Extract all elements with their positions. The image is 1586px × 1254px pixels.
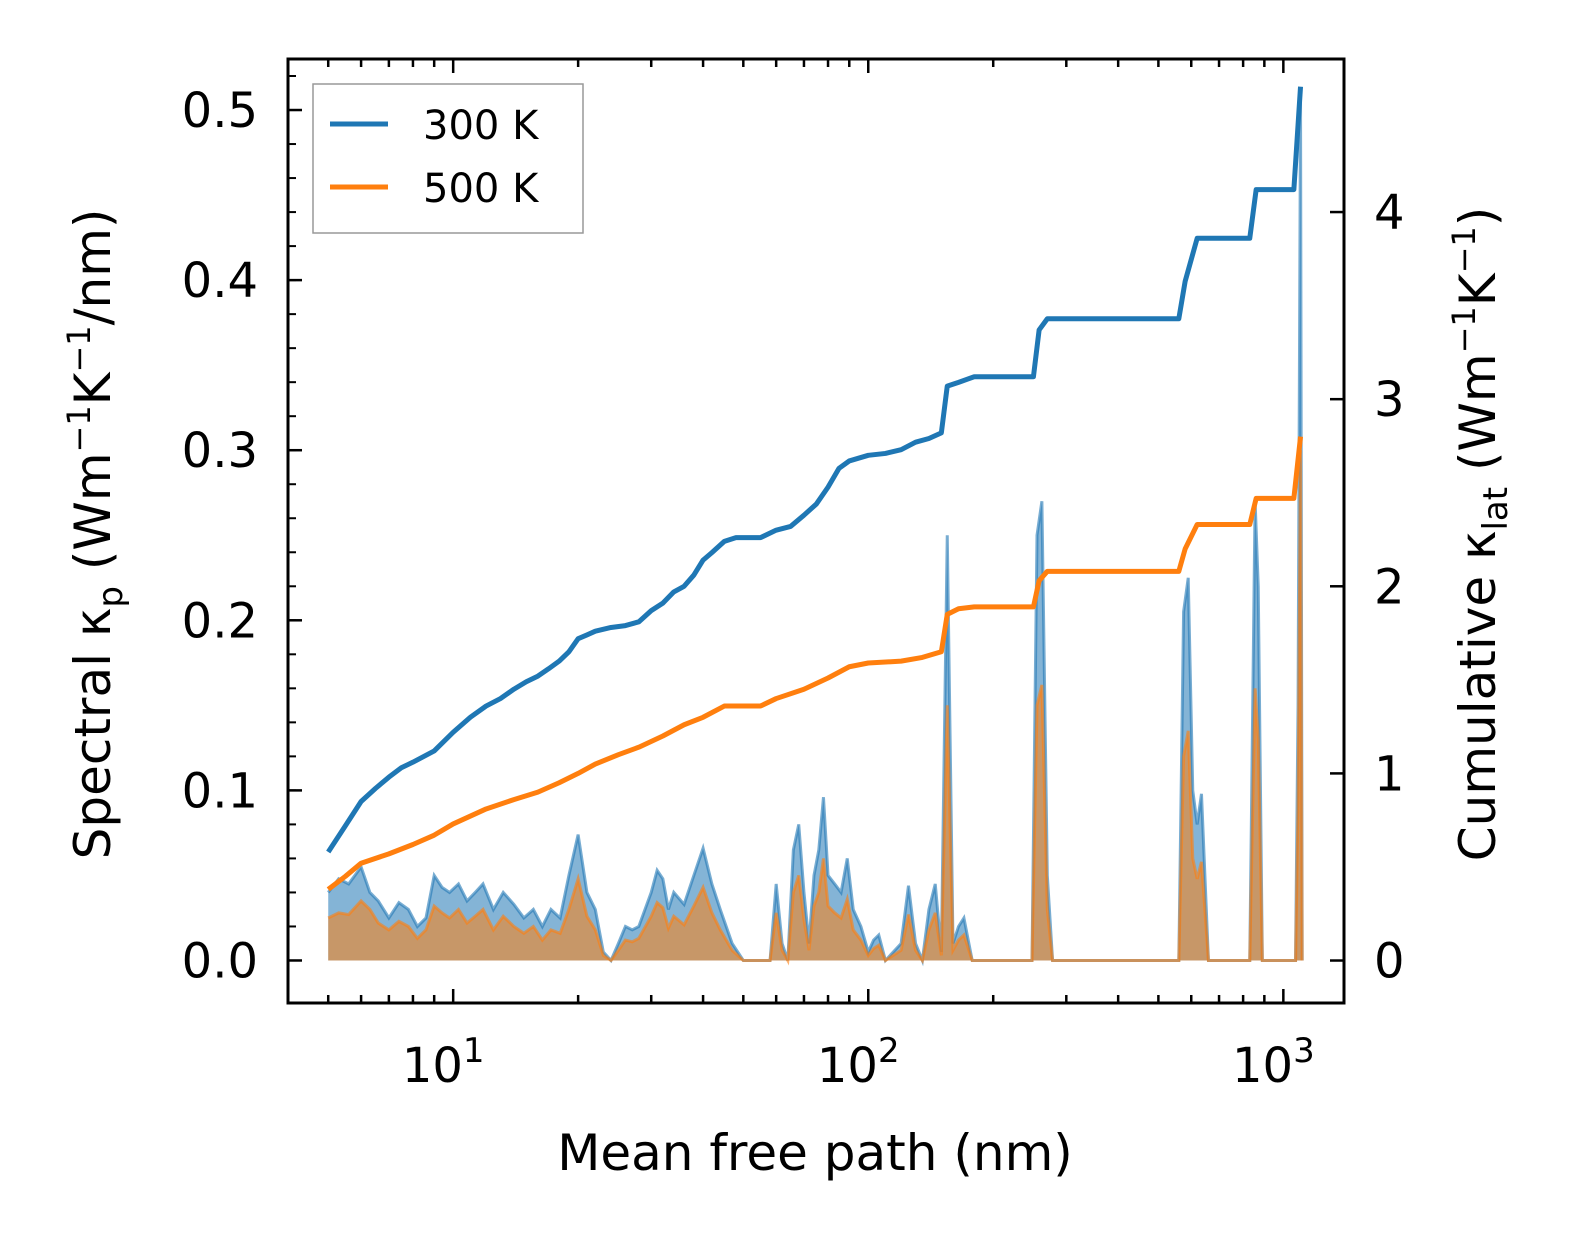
x-tick-label: 103 <box>1232 1031 1315 1094</box>
legend-label-500k: 500 K <box>423 166 540 212</box>
right-y-tick-label: 4 <box>1374 185 1405 241</box>
left-y-tick-label: 0.2 <box>182 593 258 649</box>
cumulative-line-300k <box>326 86 1304 854</box>
spectral-fills <box>327 101 1304 967</box>
right-y-tick-label: 1 <box>1374 746 1405 802</box>
left-y-tick-label: 0.3 <box>182 423 258 479</box>
legend-box <box>312 83 584 234</box>
x-tick-labels: 101 102 103 <box>402 1031 1315 1094</box>
left-y-tick-label: 0.4 <box>182 253 258 309</box>
left-y-tick-label: 0.1 <box>182 763 258 819</box>
cumulative-line-500k <box>326 436 1304 892</box>
left-y-axis-label: Spectral κp (Wm−1K−1/nm) <box>60 209 131 860</box>
x-tick-label: 101 <box>402 1031 485 1094</box>
right-y-tick-labels: 0 1 2 3 4 <box>1374 185 1405 989</box>
x-axis-label: Mean free path (nm) <box>557 1124 1073 1182</box>
right-y-axis-label: Cumulative κlat (Wm−1K−1) <box>1445 207 1516 862</box>
cumulative-lines <box>326 86 1304 892</box>
right-y-tick-label: 3 <box>1374 372 1405 428</box>
legend-label-300k: 300 K <box>423 103 540 149</box>
legend: 300 K 500 K <box>312 83 584 234</box>
plot-frame <box>286 57 1346 1005</box>
left-y-tick-label: 0.0 <box>182 933 258 989</box>
x-tick-label: 102 <box>817 1031 900 1094</box>
right-y-tick-label: 2 <box>1374 559 1405 615</box>
left-y-tick-labels: 0.0 0.1 0.2 0.3 0.4 0.5 <box>182 83 258 989</box>
right-y-tick-label: 0 <box>1374 934 1405 990</box>
spectral-line-500k <box>327 450 1304 966</box>
left-y-tick-label: 0.5 <box>182 83 258 139</box>
